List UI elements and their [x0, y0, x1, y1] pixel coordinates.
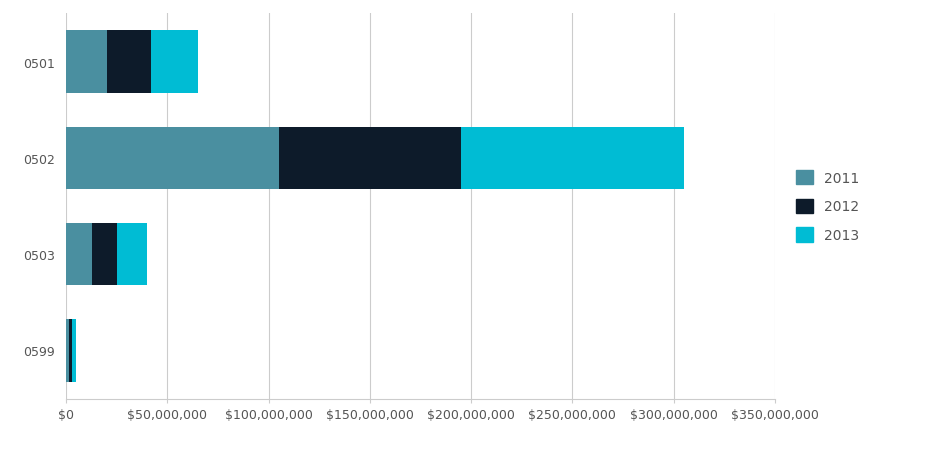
- Bar: [107, 31, 151, 94]
- Bar: [66, 127, 278, 190]
- Bar: [66, 319, 69, 382]
- Bar: [69, 319, 72, 382]
- Bar: [66, 31, 107, 94]
- Bar: [278, 127, 461, 190]
- Bar: [117, 224, 147, 286]
- Bar: [151, 31, 197, 94]
- Bar: [72, 319, 76, 382]
- Bar: [93, 224, 117, 286]
- Legend: 2011, 2012, 2013: 2011, 2012, 2013: [788, 163, 865, 250]
- Bar: [461, 127, 683, 190]
- Bar: [66, 224, 93, 286]
